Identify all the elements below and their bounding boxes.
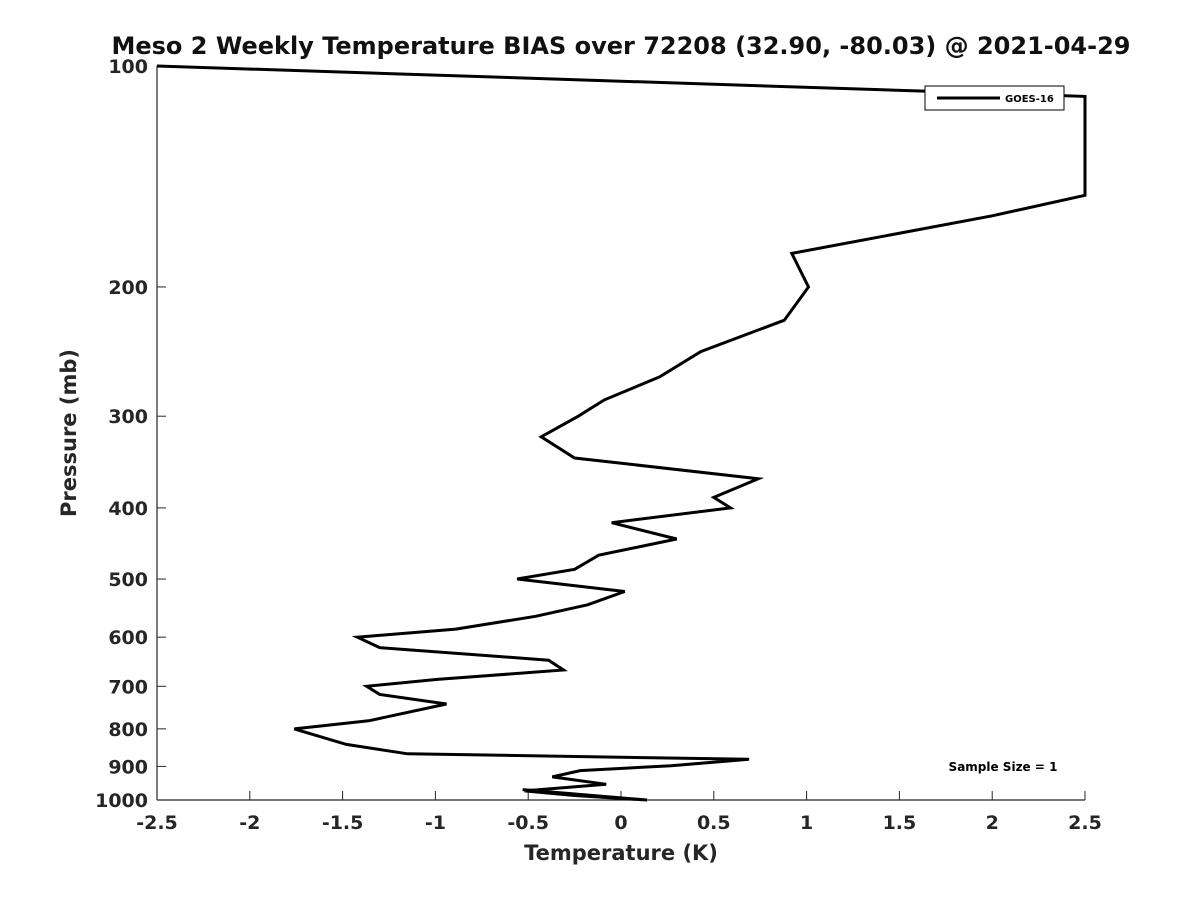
sample-size-annotation: Sample Size = 1 xyxy=(949,760,1058,774)
y-tick-label: 400 xyxy=(108,498,148,520)
y-tick-label: 500 xyxy=(108,569,148,591)
y-axis-ticks: 100 200 300 400 500 600 700 800 900 1000 xyxy=(95,56,166,812)
y-tick-label: 800 xyxy=(108,719,148,741)
x-tick-label: -2 xyxy=(239,812,260,834)
y-tick-label: 300 xyxy=(108,406,148,428)
series-line-goes-16 xyxy=(156,64,1087,802)
x-tick-label: -0.5 xyxy=(507,812,549,834)
y-tick-label: 600 xyxy=(108,627,148,649)
x-axis-ticks: -2.5 -2 -1.5 -1 -0.5 0 0.5 1 1.5 2 2.5 xyxy=(136,791,1102,834)
x-tick-label: 0.5 xyxy=(697,812,731,834)
x-tick-label: 1 xyxy=(800,812,813,834)
legend: GOES-16 xyxy=(924,85,1065,111)
y-axis-label: Pressure (mb) xyxy=(57,349,81,517)
x-tick-label: -1 xyxy=(425,812,446,834)
chart-title: Meso 2 Weekly Temperature BIAS over 7220… xyxy=(111,32,1130,60)
x-axis-label: Temperature (K) xyxy=(524,841,718,865)
y-tick-label: 700 xyxy=(108,676,148,698)
x-tick-label: -2.5 xyxy=(136,812,178,834)
y-tick-label: 200 xyxy=(108,277,148,299)
legend-label-goes-16: GOES-16 xyxy=(1005,94,1054,105)
series-layer xyxy=(156,64,1087,802)
x-tick-label: -1.5 xyxy=(322,812,364,834)
y-tick-label: 1000 xyxy=(95,790,148,812)
y-tick-label: 100 xyxy=(108,56,148,78)
x-tick-label: 2.5 xyxy=(1068,812,1102,834)
y-tick-label: 900 xyxy=(108,756,148,778)
x-tick-label: 1.5 xyxy=(883,812,917,834)
x-tick-label: 2 xyxy=(986,812,999,834)
x-tick-label: 0 xyxy=(614,812,627,834)
